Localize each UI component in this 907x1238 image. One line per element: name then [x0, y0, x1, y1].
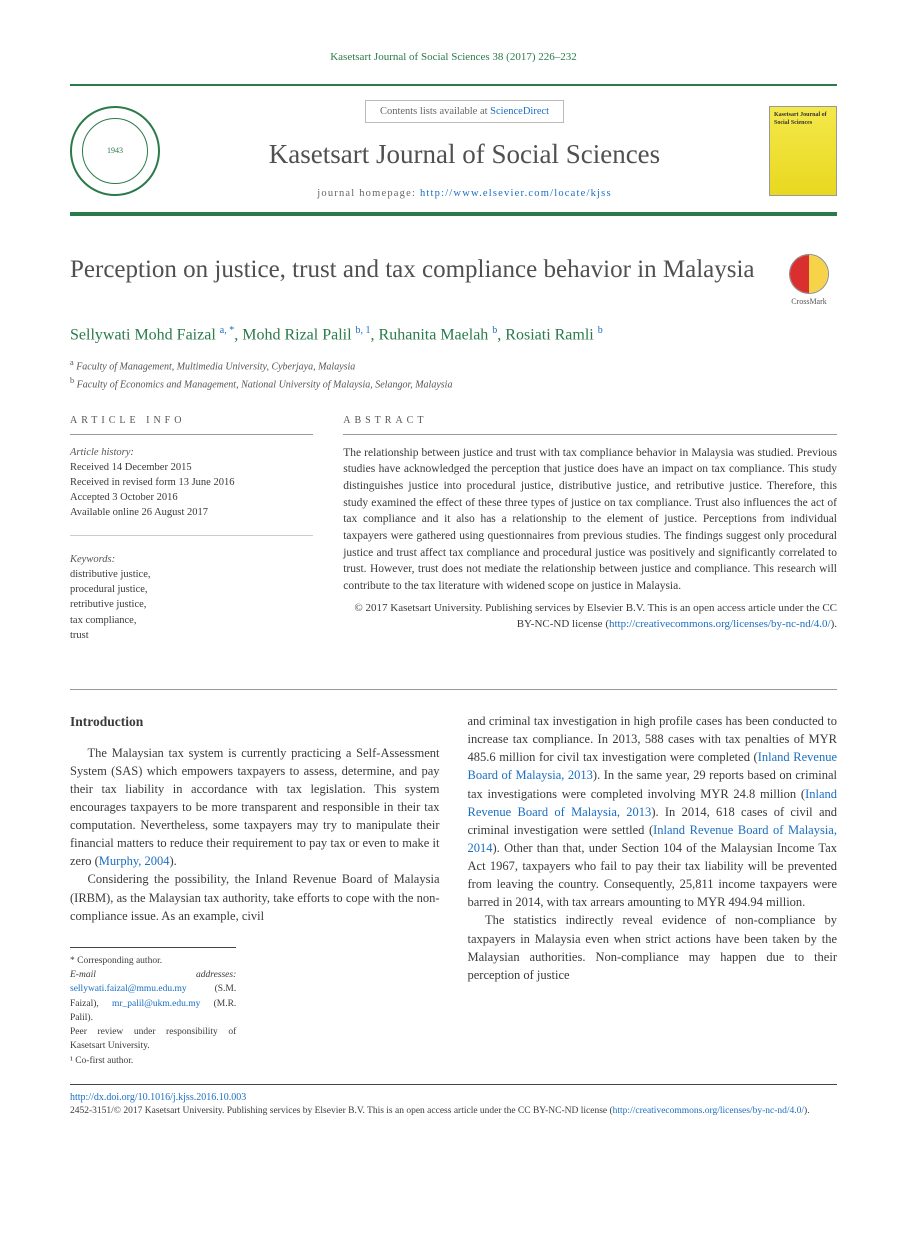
p1-b: ).: [170, 854, 177, 868]
keywords-head: Keywords:: [70, 552, 313, 567]
keyword: distributive justice,: [70, 567, 313, 582]
masthead-center: Contents lists available at ScienceDirec…: [178, 100, 751, 202]
keyword: tax compliance,: [70, 613, 313, 628]
double-rule: [70, 212, 837, 216]
doi-link[interactable]: http://dx.doi.org/10.1016/j.kjss.2016.10…: [70, 1092, 246, 1103]
homepage-label: journal homepage:: [317, 188, 420, 199]
keyword: retributive justice,: [70, 597, 313, 612]
copyright-b: ).: [831, 618, 837, 630]
seal-year: 1943: [107, 145, 123, 157]
doi-line: http://dx.doi.org/10.1016/j.kjss.2016.10…: [70, 1091, 837, 1106]
abstract-copyright: © 2017 Kasetsart University. Publishing …: [343, 601, 837, 633]
article-info: ARTICLE INFO Article history: Received 1…: [70, 414, 313, 659]
fn-corresponding: * Corresponding author.: [70, 954, 236, 968]
history-line: Received in revised form 13 June 2016: [70, 475, 313, 490]
ref-murphy-2004[interactable]: Murphy, 2004: [99, 854, 170, 868]
fn-peer-review: Peer review under responsibility of Kase…: [70, 1025, 236, 1054]
keyword: trust: [70, 628, 313, 643]
fn-email-label: E-mail addresses:: [70, 970, 236, 980]
crossmark-icon: [789, 254, 829, 294]
info-abstract-row: ARTICLE INFO Article history: Received 1…: [70, 414, 837, 659]
cover-title: Kasetsart Journal of Social Sciences: [774, 111, 832, 128]
page-footer: http://dx.doi.org/10.1016/j.kjss.2016.10…: [70, 1084, 837, 1119]
p1-a: The Malaysian tax system is currently pr…: [70, 746, 440, 869]
affiliation: a Faculty of Management, Multimedia Univ…: [70, 357, 837, 374]
intro-p2: Considering the possibility, the Inland …: [70, 870, 440, 924]
article-title: Perception on justice, trust and tax com…: [70, 254, 761, 286]
affiliations: a Faculty of Management, Multimedia Univ…: [70, 357, 837, 392]
university-seal-icon: 1943: [70, 106, 160, 196]
abstract: ABSTRACT The relationship between justic…: [343, 414, 837, 659]
contents-available: Contents lists available at ScienceDirec…: [365, 100, 564, 123]
cc-license-link[interactable]: http://creativecommons.org/licenses/by-n…: [609, 618, 831, 630]
journal-cover-thumb: Kasetsart Journal of Social Sciences: [769, 106, 837, 196]
abstract-text: The relationship between justice and tru…: [343, 445, 837, 595]
affiliation: b Faculty of Economics and Management, N…: [70, 375, 837, 392]
body-col-left: Introduction The Malaysian tax system is…: [70, 712, 440, 1068]
authors: Sellywati Mohd Faizal a, *, Mohd Rizal P…: [70, 323, 837, 347]
keyword: procedural justice,: [70, 582, 313, 597]
homepage-link[interactable]: http://www.elsevier.com/locate/kjss: [420, 188, 612, 199]
crossmark-label: CrossMark: [791, 297, 827, 306]
intro-p1: The Malaysian tax system is currently pr…: [70, 744, 440, 871]
contents-prefix: Contents lists available at: [380, 106, 490, 117]
body-rule: [70, 689, 837, 690]
fn-cofirst: ¹ Co-first author.: [70, 1054, 236, 1068]
keywords: Keywords: distributive justice,procedura…: [70, 552, 313, 643]
license-line: 2452-3151/© 2017 Kasetsart University. P…: [70, 1105, 837, 1119]
c2-d: ). Other than that, under Section 104 of…: [468, 841, 838, 909]
footnotes: * Corresponding author. E-mail addresses…: [70, 947, 236, 1068]
fn-emails: E-mail addresses: sellywati.faizal@mmu.e…: [70, 968, 236, 1025]
top-rule: [70, 84, 837, 86]
issn-a: 2452-3151/© 2017 Kasetsart University. P…: [70, 1106, 613, 1116]
article-head: Perception on justice, trust and tax com…: [70, 254, 837, 308]
footer-cc-link[interactable]: http://creativecommons.org/licenses/by-n…: [613, 1106, 804, 1116]
seal-inner: 1943: [82, 118, 148, 184]
history-line: Received 14 December 2015: [70, 460, 313, 475]
history-line: Accepted 3 October 2016: [70, 490, 313, 505]
article-history: Article history: Received 14 December 20…: [70, 445, 313, 536]
body-col-right: and criminal tax investigation in high p…: [468, 712, 838, 1068]
body-columns: Introduction The Malaysian tax system is…: [70, 712, 837, 1068]
email-palil[interactable]: mr_palil@ukm.edu.my: [112, 999, 200, 1009]
intro-p2-cont: and criminal tax investigation in high p…: [468, 712, 838, 911]
masthead: 1943 Contents lists available at Science…: [70, 90, 837, 208]
journal-name: Kasetsart Journal of Social Sciences: [178, 135, 751, 174]
section-heading-introduction: Introduction: [70, 712, 440, 732]
email-faizal[interactable]: sellywati.faizal@mmu.edu.my: [70, 984, 187, 994]
crossmark-badge[interactable]: CrossMark: [781, 254, 837, 308]
header-citation: Kasetsart Journal of Social Sciences 38 …: [70, 50, 837, 66]
sciencedirect-link[interactable]: ScienceDirect: [490, 106, 549, 117]
intro-p3: The statistics indirectly reveal evidenc…: [468, 911, 838, 984]
homepage-line: journal homepage: http://www.elsevier.co…: [178, 186, 751, 201]
info-divider: [70, 535, 313, 536]
history-line: Available online 26 August 2017: [70, 505, 313, 520]
abstract-label: ABSTRACT: [343, 414, 837, 435]
article-info-label: ARTICLE INFO: [70, 414, 313, 435]
issn-b: ).: [804, 1106, 810, 1116]
history-head: Article history:: [70, 445, 313, 460]
